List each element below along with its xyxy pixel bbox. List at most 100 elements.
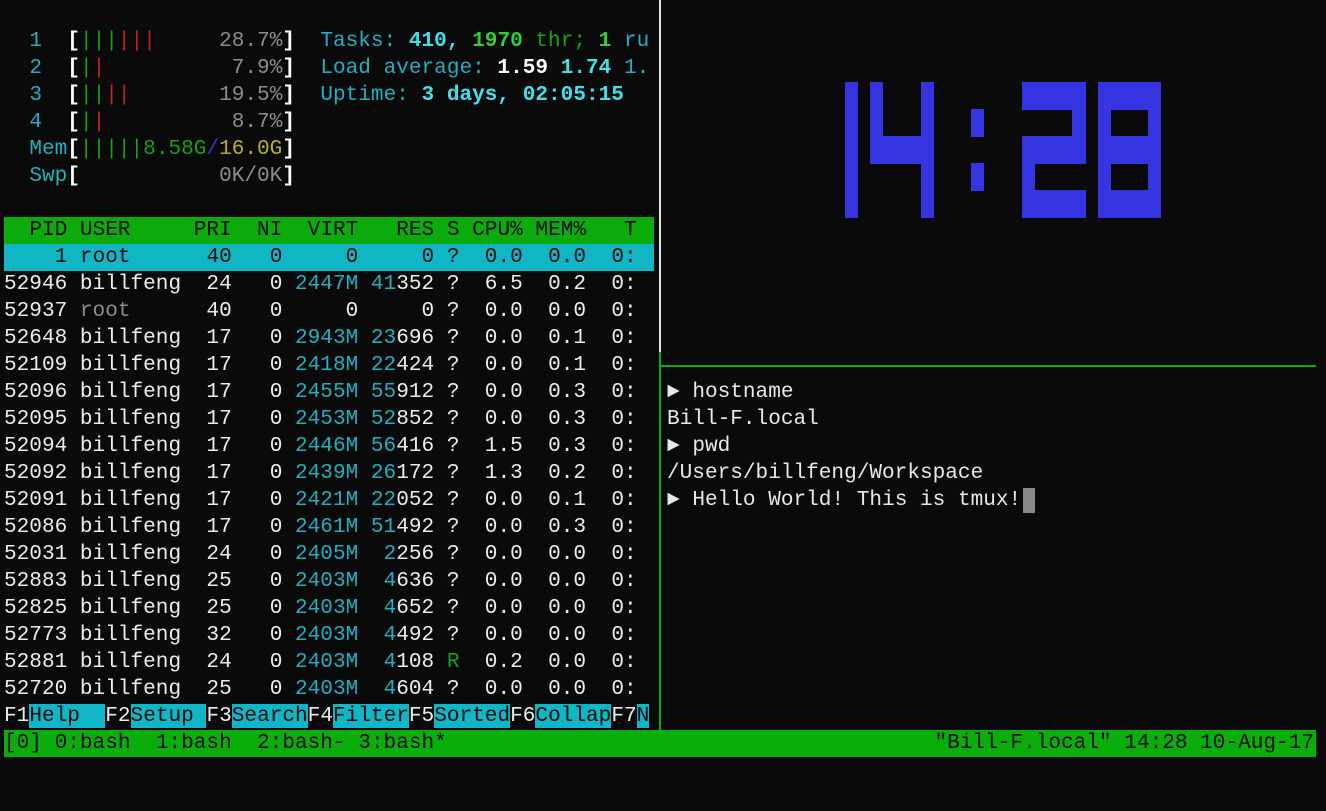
clock-digit-block: [844, 190, 858, 218]
user: billfeng: [79, 272, 182, 296]
column-header-cpu[interactable]: CPU%: [472, 218, 523, 242]
process-row[interactable]: 52096 billfeng 17 0 2455M 55912 ? 0.0 0.…: [4, 379, 637, 406]
process-row[interactable]: 52937 root 40 0 0 0 ? 0.0 0.0 0:: [4, 298, 637, 325]
res-units: 256: [396, 542, 435, 566]
res-thousands: 55: [370, 380, 397, 404]
cpu-meter-4: 4 [|| 8.7%]: [4, 109, 295, 136]
process-row[interactable]: 52883 billfeng 25 0 2403M 4636 ? 0.0 0.0…: [4, 568, 637, 595]
res-thousands: 56: [370, 434, 397, 458]
fkey-sorted-button[interactable]: F5Sorted: [409, 704, 511, 728]
nice: 0: [269, 461, 283, 485]
state: ?: [446, 542, 460, 566]
uptime-value: 3 days, 02:05:15: [421, 83, 624, 107]
pid: 52091: [4, 488, 68, 512]
user: billfeng: [79, 488, 182, 512]
process-row[interactable]: 52825 billfeng 25 0 2403M 4652 ? 0.0 0.0…: [4, 595, 637, 622]
time: 0:: [611, 299, 637, 323]
fkey-label-text: Filter: [332, 704, 409, 728]
htop-function-bar: F1Help F2Setup F3SearchF4FilterF5SortedF…: [4, 703, 650, 730]
mem-percent: 0.1: [548, 488, 587, 512]
window-tab[interactable]: 3:bash*: [358, 731, 447, 755]
res-thousands: 51: [370, 515, 397, 539]
process-row[interactable]: 52086 billfeng 17 0 2461M 51492 ? 0.0 0.…: [4, 514, 637, 541]
priority: 17: [206, 407, 232, 431]
load-15: 1.: [623, 56, 650, 80]
clock-digit-block: [1135, 136, 1149, 164]
shell-pane[interactable]: ► hostname Bill-F.local ► pwd/Users/billfe…: [667, 0, 1317, 731]
spacer: [: [67, 137, 80, 161]
spacer: |||: [79, 29, 118, 53]
window-tab[interactable]: 1:bash: [155, 731, 232, 755]
column-header-res[interactable]: RES: [396, 218, 435, 242]
process-row[interactable]: 52648 billfeng 17 0 2943M 23696 ? 0.0 0.…: [4, 325, 637, 352]
process-row[interactable]: 52881 billfeng 24 0 2403M 4108 R 0.2 0.0…: [4, 649, 637, 676]
process-row[interactable]: 52091 billfeng 17 0 2421M 22052 ? 0.0 0.…: [4, 487, 637, 514]
process-row[interactable]: 52946 billfeng 24 0 2447M 41352 ? 6.5 0.…: [4, 271, 637, 298]
virt: 2403M: [295, 650, 359, 674]
clock-digit-block: [1122, 190, 1137, 218]
column-header-virt[interactable]: VIRT: [307, 218, 359, 242]
process-row[interactable]: 1 root 40 0 0 0 ? 0.0 0.0 0:: [4, 244, 654, 271]
res: 4636: [384, 569, 435, 593]
res: 55912: [371, 380, 434, 404]
res-thousands: 2: [383, 542, 397, 566]
command-text: hostname: [692, 380, 794, 404]
cpu-percent: 1.3: [484, 461, 523, 485]
virt: 2403M: [295, 677, 359, 701]
pane-divider-vertical[interactable]: [659, 0, 661, 352]
fkey-key: F4: [307, 704, 333, 728]
pid: 52092: [4, 461, 68, 485]
pid: 52648: [4, 326, 68, 350]
clock-digit-block: [1047, 190, 1061, 218]
process-row[interactable]: 52720 billfeng 25 0 2403M 4604 ? 0.0 0.0…: [4, 676, 637, 703]
state: ?: [446, 326, 460, 350]
htop-pane[interactable]: 1 [|||||| 28.7%] Tasks: 410, 1970 thr; 1…: [4, 0, 654, 731]
time: 0:: [611, 380, 637, 404]
fkey-setup-button[interactable]: F2Setup: [105, 704, 207, 728]
fkey-label: Search: [231, 704, 308, 728]
column-header-pid[interactable]: PID: [29, 218, 68, 242]
pane-divider-horizontal[interactable]: [660, 365, 1316, 367]
process-row[interactable]: 52094 billfeng 17 0 2446M 56416 ? 1.5 0.…: [4, 433, 637, 460]
column-header-s[interactable]: S: [446, 218, 460, 242]
res-units: 492: [396, 515, 435, 539]
virt: 2461M: [295, 515, 359, 539]
clock-digit-block: [1072, 136, 1086, 164]
clock-digit-block: [1021, 163, 1035, 191]
time: 0:: [611, 488, 637, 512]
fkey-key: F7: [611, 704, 637, 728]
fkey-collap-button[interactable]: F6Collap: [510, 704, 612, 728]
state: ?: [446, 623, 460, 647]
state: ?: [446, 569, 460, 593]
pane-divider-vertical-active[interactable]: [659, 352, 661, 730]
mem-total: 16.0G: [219, 137, 283, 161]
clock-digit-block: [1148, 163, 1162, 191]
process-row[interactable]: 52092 billfeng 17 0 2439M 26172 ? 1.3 0.…: [4, 460, 637, 487]
user: billfeng: [79, 407, 182, 431]
process-row[interactable]: 52773 billfeng 32 0 2403M 4492 ? 0.0 0.0…: [4, 622, 637, 649]
fkey-n-button[interactable]: F7N: [611, 704, 650, 728]
column-header-pri[interactable]: PRI: [193, 218, 232, 242]
process-row[interactable]: 52031 billfeng 24 0 2405M 2256 ? 0.0 0.0…: [4, 541, 637, 568]
res-units: 108: [396, 650, 435, 674]
cpu-percent: 0.0: [484, 569, 523, 593]
fkey-filter-button[interactable]: F4Filter: [308, 704, 409, 728]
column-header-ni[interactable]: NI: [257, 218, 283, 242]
user: billfeng: [79, 434, 182, 458]
window-tab[interactable]: 2:bash-: [257, 731, 346, 755]
spacer: [: [67, 164, 80, 188]
window-tab[interactable]: 0:bash: [54, 731, 131, 755]
column-header-t[interactable]: T: [623, 218, 637, 242]
user: root: [79, 299, 131, 323]
res-thousands: 4: [383, 677, 397, 701]
fkey-search-button[interactable]: F3Search: [206, 704, 308, 728]
cpu-percent: 7.9%: [231, 56, 283, 80]
fkey-help-button[interactable]: F1Help: [4, 704, 106, 728]
state: ?: [446, 407, 460, 431]
cpu-meter-3: 3 [|||| 19.5%] Uptime: 3 days, 02:05:15: [4, 82, 624, 109]
process-row[interactable]: 52109 billfeng 17 0 2418M 22424 ? 0.0 0.…: [4, 352, 637, 379]
column-header-mem[interactable]: MEM%: [535, 218, 587, 242]
user: billfeng: [79, 677, 182, 701]
column-header-user[interactable]: USER: [79, 218, 131, 242]
process-row[interactable]: 52095 billfeng 17 0 2453M 52852 ? 0.0 0.…: [4, 406, 637, 433]
